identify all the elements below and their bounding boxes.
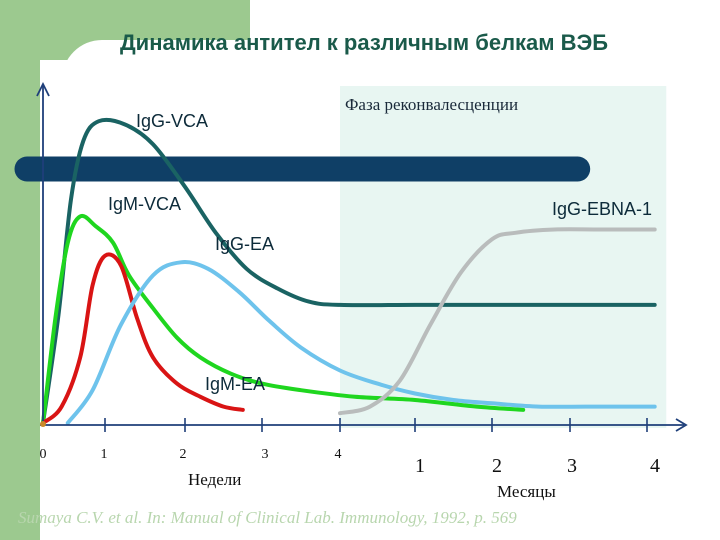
series-label-igm-vca: IgM-VCA: [108, 194, 181, 214]
convalescence-phase-band: [340, 86, 667, 428]
series-line-igm-ea: [41, 252, 245, 425]
series-line-igm-vca: [41, 213, 526, 425]
month-tick-label-3: 3: [567, 455, 577, 477]
x-axis-arrow: [675, 418, 688, 432]
x-axis-unit-months: Месяцы: [497, 482, 556, 501]
phase-label: Фаза реконвалесценции: [345, 95, 518, 114]
series-layer: [41, 118, 657, 425]
decor-green-left-band: [0, 0, 40, 540]
month-tick-label-4: 4: [650, 455, 660, 477]
origin-dot: [40, 421, 46, 427]
slide-title: Динамика антител к различным белкам ВЭБ: [120, 30, 609, 55]
week-tick-label-3: 3: [262, 447, 269, 462]
y-axis-arrow: [36, 81, 50, 97]
series-line-igg-vca: [41, 118, 657, 425]
series-label-igg-vca: IgG-VCA: [136, 111, 208, 131]
month-tick-label-2: 2: [492, 455, 502, 477]
ticks-layer: 0 1 2 3 4 1 2 3 4: [40, 418, 660, 477]
series-line-igg-ea: [65, 260, 657, 425]
week-tick-label-0: 0: [40, 447, 47, 462]
series-line-igg-ebna-1: [338, 227, 657, 416]
series-labels-layer: IgG-VCA IgM-VCA IgM-EA IgG-EA IgG-EBNA-1: [108, 111, 652, 394]
series-label-igg-ebna-1: IgG-EBNA-1: [552, 199, 652, 219]
citation: Sumaya C.V. et al. In: Manual of Clinica…: [18, 508, 517, 527]
series-label-igm-ea: IgM-EA: [205, 374, 265, 394]
month-tick-label-1: 1: [415, 455, 425, 477]
series-label-igg-ea: IgG-EA: [215, 234, 274, 254]
week-tick-label-2: 2: [180, 447, 187, 462]
week-tick-label-4: 4: [335, 447, 342, 462]
week-tick-label-1: 1: [101, 447, 108, 462]
x-axis-unit-weeks: Недели: [188, 470, 241, 489]
